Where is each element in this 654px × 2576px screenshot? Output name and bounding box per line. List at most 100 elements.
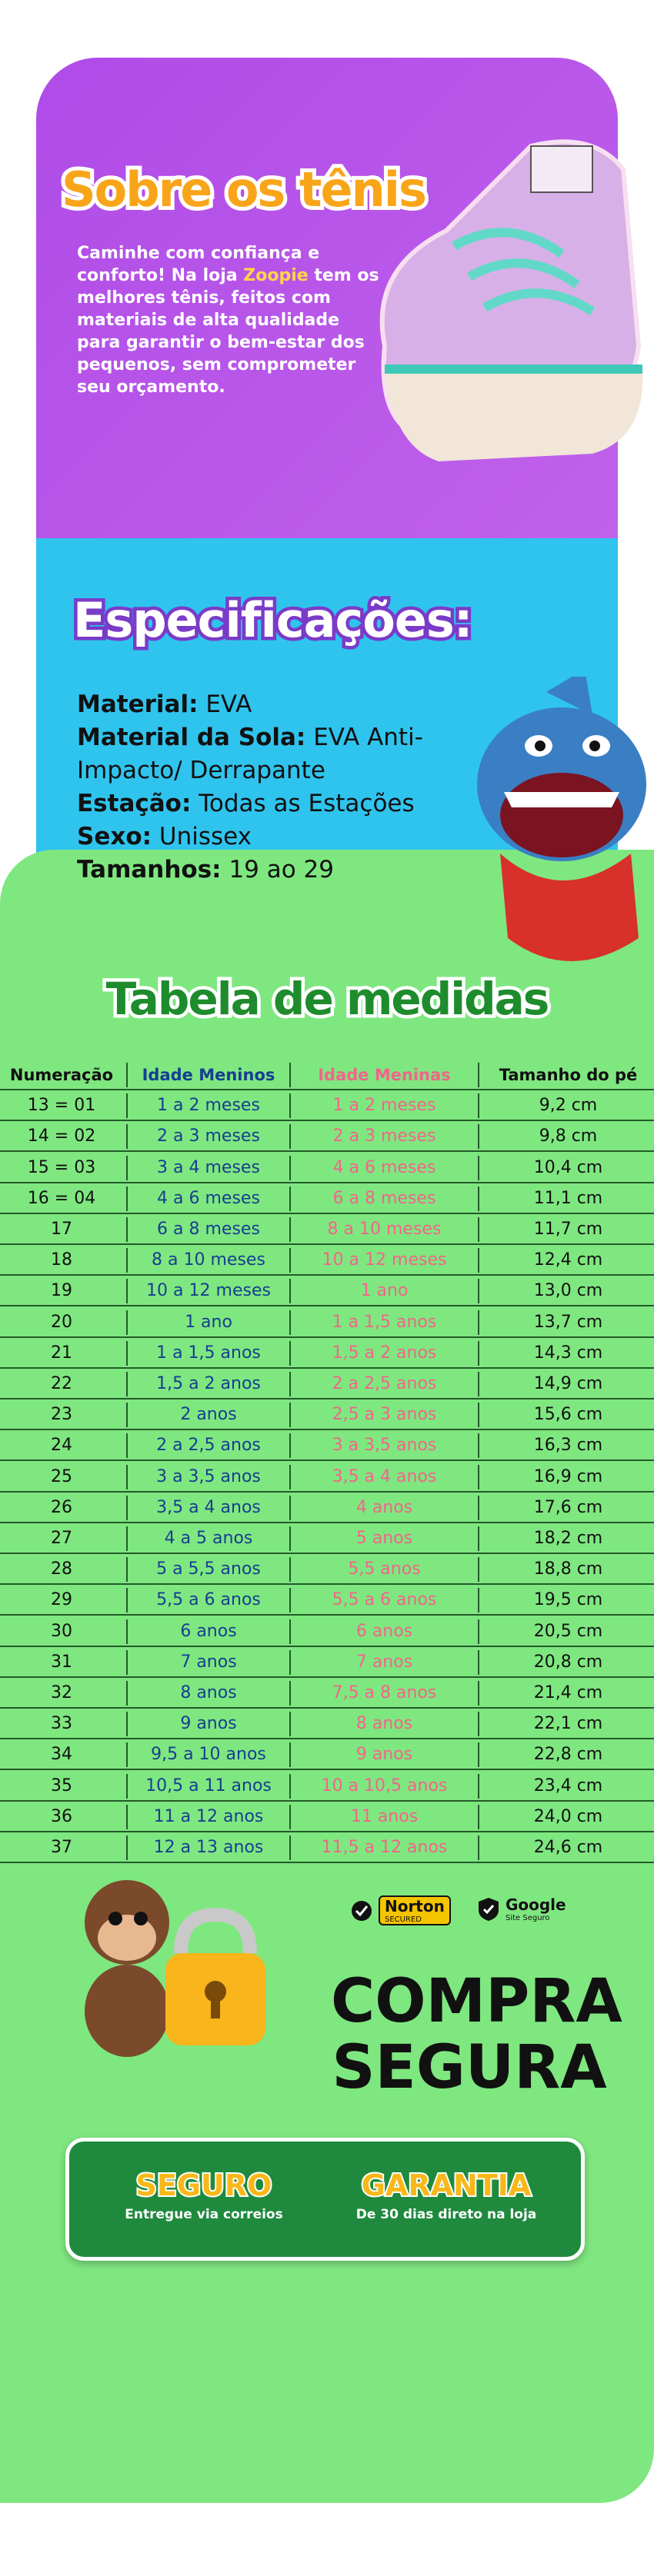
table-cell: 11,7 cm (533, 1220, 603, 1239)
table-cell: 2 anos (180, 1405, 237, 1425)
column-separator (478, 1372, 479, 1396)
google-badge: Google Site Seguro (477, 1895, 566, 1922)
spec-value: Unissex (158, 823, 252, 850)
about-text-part: Caminhe com confiança e conforto! Na loj… (77, 244, 320, 285)
header-cell: Idade Meninos (142, 1066, 275, 1084)
guarantee-title: SEGURO (135, 2167, 274, 2204)
table-cell: 20 (51, 1312, 72, 1332)
table-cell: 5,5 anos (348, 1559, 421, 1579)
column-separator (478, 1588, 479, 1613)
badge-sub: Site Seguro (505, 1914, 550, 1922)
table-cell: 16,3 cm (533, 1436, 603, 1456)
table-cell: 8 anos (355, 1714, 413, 1734)
column-separator (289, 1155, 291, 1180)
table-cell: 9 anos (180, 1714, 237, 1734)
column-separator (289, 1248, 291, 1273)
table-cell: 3,5 a 4 anos (332, 1466, 437, 1486)
table-cell: 9 anos (355, 1745, 413, 1765)
table-cell: 12 a 13 anos (153, 1838, 264, 1857)
column-separator (126, 1310, 128, 1335)
spec-item: Tamanhos: 19 ao 29 (77, 854, 462, 887)
column-separator (126, 1403, 128, 1428)
table-cell: 8 anos (180, 1683, 237, 1702)
table-row: 14 = 02 2 a 3 meses 2 a 3 meses 9,8 cm (0, 1121, 654, 1153)
table-cell: 1 a 2 meses (332, 1096, 436, 1116)
table-cell: 26 (51, 1497, 72, 1517)
table-cell: 24,6 cm (533, 1838, 603, 1857)
column-separator (289, 1310, 291, 1335)
column-separator (478, 1712, 479, 1737)
table-cell: 16 = 04 (27, 1188, 96, 1208)
table-row: 18 8 a 10 meses 10 a 12 meses 12,4 cm (0, 1245, 654, 1276)
column-separator (126, 1155, 128, 1180)
table-cell: 25 (51, 1466, 72, 1486)
spec-label: Material da Sola: (77, 724, 306, 751)
table-cell: 5,5 a 6 anos (156, 1590, 261, 1610)
column-separator (478, 1063, 479, 1087)
spec-item: Material: EVA (77, 688, 462, 721)
table-cell: 6 a 8 meses (157, 1220, 260, 1239)
about-title: Sobre os tênis (58, 158, 431, 221)
table-cell: 11,5 a 12 anos (321, 1838, 448, 1857)
table-cell: 10 a 12 meses (322, 1250, 447, 1270)
column-separator (289, 1588, 291, 1613)
table-cell: 24 (51, 1436, 72, 1456)
column-separator (478, 1310, 479, 1335)
table-cell: 1 a 2 meses (157, 1096, 260, 1116)
column-separator (289, 1340, 291, 1366)
secure-headline: COMPRA SEGURA (331, 1969, 622, 2101)
column-separator (478, 1186, 479, 1211)
shoe-illustration (379, 139, 643, 461)
table-cell: 21,4 cm (533, 1683, 603, 1702)
table-cell: 6 a 8 meses (332, 1188, 436, 1208)
table-row: 19 10 a 12 meses 1 ano 13,0 cm (0, 1276, 654, 1307)
table-row: 16 = 04 4 a 6 meses 6 a 8 meses 11,1 cm (0, 1183, 654, 1214)
guarantee-box: SEGURO Entregue via correios GARANTIA De 3… (65, 2138, 585, 2261)
table-cell: 23,4 cm (533, 1776, 603, 1796)
column-separator (289, 1557, 291, 1583)
table-cell: 13,7 cm (533, 1312, 603, 1332)
table-cell: 22,1 cm (533, 1714, 603, 1734)
table-row: 15 = 03 3 a 4 meses 4 a 6 meses 10,4 cm (0, 1153, 654, 1183)
column-separator (478, 1433, 479, 1459)
table-cell: 30 (51, 1621, 72, 1641)
brand-name: Zoopie (243, 266, 309, 285)
column-separator (478, 1649, 479, 1675)
guarantee: SEGURO Entregue via correios (88, 2167, 319, 2222)
table-row: 30 6 anos 6 anos 20,5 cm (0, 1616, 654, 1647)
column-separator (289, 1649, 291, 1675)
table-cell: 29 (51, 1590, 72, 1610)
table-cell: 19 (51, 1281, 72, 1301)
spec-value: 19 ao 29 (229, 856, 335, 884)
shark-illustration (477, 677, 646, 961)
column-separator (478, 1279, 479, 1304)
table-cell: 31 (51, 1652, 72, 1672)
spec-value: Todas as Estações (199, 790, 415, 817)
column-separator (478, 1340, 479, 1366)
column-separator (478, 1681, 479, 1706)
column-separator (289, 1804, 291, 1829)
table-row: 29 5,5 a 6 anos 5,5 a 6 anos 19,5 cm (0, 1585, 654, 1616)
column-separator (126, 1186, 128, 1211)
table-cell: 3 a 4 meses (157, 1157, 260, 1177)
table-cell: 6 anos (180, 1621, 237, 1641)
column-separator (126, 1712, 128, 1737)
table-cell: 6 anos (355, 1621, 413, 1641)
table-cell: 5,5 a 6 anos (332, 1590, 437, 1610)
table-title: Tabela de medidas (102, 970, 553, 1029)
column-separator (126, 1557, 128, 1583)
column-separator (126, 1649, 128, 1675)
table-cell: 3,5 a 4 anos (156, 1497, 261, 1517)
table-row: 24 2 a 2,5 anos 3 a 3,5 anos 16,3 cm (0, 1430, 654, 1462)
table-cell: 5 anos (355, 1529, 413, 1548)
table-row: 32 8 anos 7,5 a 8 anos 21,4 cm (0, 1678, 654, 1709)
badge-name: Norton (384, 1897, 445, 1915)
spec-value: EVA Anti-Impacto/ Derrapante (77, 724, 423, 784)
column-separator (478, 1124, 479, 1150)
table-cell: 10,5 a 11 anos (145, 1776, 272, 1796)
guarantee-text: De 30 dias direto na loja (355, 2207, 537, 2222)
header-cell: Tamanho do pé (499, 1066, 638, 1084)
column-separator (126, 1248, 128, 1273)
specs-list: Material: EVA Material da Sola: EVA Anti-… (77, 688, 462, 887)
table-cell: 37 (51, 1838, 72, 1857)
